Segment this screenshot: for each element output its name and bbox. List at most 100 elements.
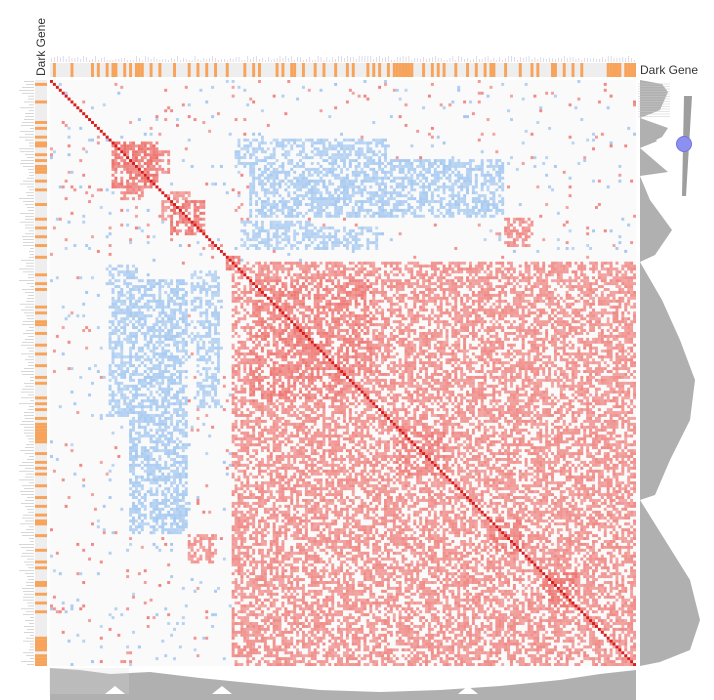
heatmap-cell	[111, 162, 115, 165]
heatmap-cell	[486, 314, 490, 318]
heatmap-cell	[275, 293, 279, 297]
heatmap-cell	[337, 331, 341, 335]
heatmap-cell	[542, 261, 546, 265]
heatmap-cell	[460, 276, 464, 280]
heatmap-cell	[407, 261, 411, 265]
heatmap-cell	[492, 288, 496, 291]
heatmap-cell	[284, 203, 288, 206]
heatmap-cell	[436, 314, 440, 318]
heatmap-cell	[489, 162, 493, 165]
heatmap-cell	[433, 167, 437, 171]
heatmap-cell	[50, 252, 53, 256]
heatmap-cell	[416, 293, 420, 297]
heatmap-cell	[140, 179, 144, 183]
heatmap-cell	[255, 331, 259, 335]
heatmap-cell	[592, 132, 595, 136]
heatmap-cell	[580, 308, 584, 312]
heatmap-cell	[269, 203, 273, 206]
heatmap-cell	[553, 270, 557, 274]
heatmap-cell	[299, 276, 302, 280]
heatmap-cell	[468, 176, 472, 180]
heatmap-cell	[310, 223, 314, 227]
heatmap-cell	[489, 273, 493, 277]
heatmap-cell	[603, 229, 607, 233]
heatmap-cell	[451, 285, 455, 289]
heatmap-cell	[457, 197, 461, 201]
heatmap-cell	[158, 153, 162, 157]
heatmap-cell	[331, 331, 335, 335]
heatmap-cell	[545, 156, 549, 160]
heatmap-cell	[460, 176, 464, 180]
heatmap-cell	[630, 329, 634, 332]
heatmap-cell	[501, 255, 505, 259]
heatmap-cell	[618, 320, 622, 324]
heatmap-cell	[433, 302, 437, 306]
heatmap-cell	[477, 270, 481, 274]
heatmap-cell	[466, 293, 469, 297]
heatmap-cell	[137, 323, 141, 327]
heatmap-cell	[384, 185, 387, 189]
heatmap-cell	[234, 164, 238, 168]
heatmap-cell	[375, 290, 379, 294]
heatmap-cell	[199, 211, 203, 215]
heatmap-cell	[633, 276, 636, 280]
heatmap-cell	[369, 264, 373, 268]
heatmap-cell	[460, 270, 464, 274]
heatmap-cell	[126, 296, 130, 300]
heatmap-cell	[518, 279, 522, 283]
heatmap-cell	[161, 217, 165, 221]
heatmap-cell	[152, 147, 156, 151]
heatmap-cell	[501, 188, 505, 192]
heatmap-cell	[407, 170, 411, 174]
heatmap-cell	[114, 302, 118, 306]
heatmap-cell	[178, 205, 182, 209]
heatmap-cell	[580, 290, 584, 294]
heatmap-cell	[272, 203, 276, 206]
heatmap-cell	[260, 147, 264, 151]
heatmap-cell	[132, 141, 135, 145]
heatmap-cell	[609, 229, 613, 233]
heatmap-cell	[363, 208, 367, 212]
heatmap-cell	[343, 235, 346, 239]
heatmap-cell	[404, 302, 408, 306]
heatmap-cell	[568, 302, 572, 306]
heatmap-cell	[263, 194, 267, 198]
heatmap-cell	[457, 311, 461, 315]
heatmap-cell	[524, 314, 528, 318]
heatmap-cell	[460, 302, 464, 306]
heatmap-cell	[137, 226, 141, 230]
heatmap-cell	[568, 314, 572, 318]
heatmap-cell	[143, 147, 147, 151]
heatmap-cell	[618, 235, 622, 239]
heatmap-cell	[319, 247, 323, 250]
heatmap-cell	[627, 279, 631, 283]
heatmap-cell	[495, 173, 499, 177]
heatmap-cell	[184, 326, 188, 330]
heatmap-cell	[287, 241, 291, 245]
heatmap-cell	[340, 302, 343, 306]
heatmap-cell	[129, 290, 133, 294]
heatmap-cell	[422, 331, 426, 335]
heatmap-cell	[454, 164, 458, 168]
heatmap-cell	[348, 296, 352, 300]
heatmap-cell	[521, 326, 525, 330]
heatmap-cell	[132, 176, 135, 180]
heatmap-cell	[375, 141, 379, 145]
heatmap-cells[interactable]	[50, 80, 636, 666]
heatmap-cell	[208, 323, 212, 327]
heatmap-cell	[422, 191, 426, 195]
heatmap-cell	[293, 208, 297, 212]
heatmap-cell	[123, 299, 127, 303]
heatmap-cell	[249, 285, 253, 289]
heatmap-cell	[114, 329, 118, 332]
heatmap-cell	[492, 323, 496, 327]
heatmap-cell	[381, 141, 385, 145]
heatmap-cell	[281, 144, 285, 148]
heatmap-cell	[301, 264, 305, 268]
dark-gene-column-mark	[114, 63, 118, 77]
heatmap-cell	[325, 147, 329, 151]
heatmap-cell	[120, 331, 124, 335]
heatmap-cell	[140, 293, 144, 297]
heatmap-cell	[477, 317, 481, 321]
heatmap-cell	[357, 162, 361, 165]
